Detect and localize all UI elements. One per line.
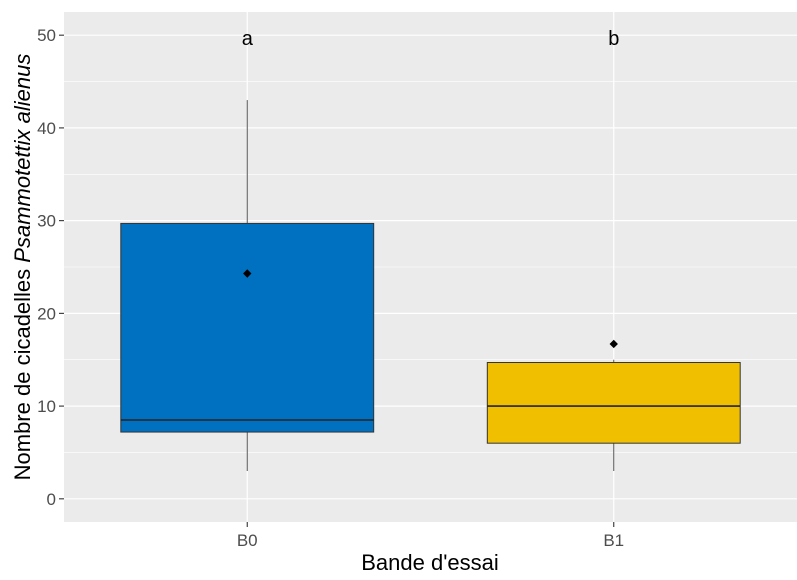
x-axis: B0 B1 bbox=[237, 522, 624, 550]
y-axis: 0 10 20 30 40 50 bbox=[37, 26, 64, 509]
x-tick-label: B0 bbox=[237, 531, 258, 550]
y-axis-title: Nombre de cicadelles Psammotettix alienu… bbox=[10, 54, 35, 481]
y-tick-label: 0 bbox=[47, 490, 56, 509]
x-axis-title: Bande d'essai bbox=[361, 550, 499, 575]
box-group bbox=[486, 339, 741, 471]
group-letter: a bbox=[242, 28, 254, 50]
box bbox=[486, 362, 741, 444]
y-axis-title-species: Psammotettix alienus bbox=[10, 54, 35, 263]
y-tick-label: 50 bbox=[37, 26, 56, 45]
mean-marker bbox=[609, 339, 618, 349]
y-tick-label: 30 bbox=[37, 212, 56, 231]
box-group bbox=[120, 100, 375, 471]
y-tick-label: 10 bbox=[37, 397, 56, 416]
y-tick-label: 40 bbox=[37, 119, 56, 138]
x-tick-label: B1 bbox=[603, 531, 624, 550]
y-tick-label: 20 bbox=[37, 304, 56, 323]
box bbox=[120, 222, 375, 433]
boxes bbox=[120, 100, 741, 471]
mean-marker bbox=[243, 269, 252, 278]
y-axis-title-prefix: Nombre de cicadelles bbox=[10, 263, 35, 481]
group-letter: b bbox=[608, 28, 619, 50]
